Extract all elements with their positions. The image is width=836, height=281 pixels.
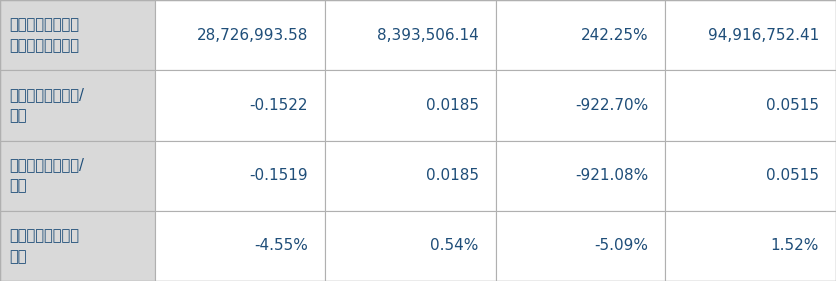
Text: 0.0515: 0.0515 (766, 168, 819, 183)
Text: 0.0515: 0.0515 (766, 98, 819, 113)
Text: 0.0185: 0.0185 (426, 168, 479, 183)
Bar (496, 70, 665, 140)
Bar (325, 70, 496, 140)
Bar (0, 0, 155, 70)
Text: 经营活动产生的现
金流量净额（元）: 经营活动产生的现 金流量净额（元） (9, 17, 79, 53)
Text: -922.70%: -922.70% (575, 98, 649, 113)
Text: 28,726,993.58: 28,726,993.58 (196, 28, 308, 43)
Bar (155, 70, 325, 140)
Text: 0.54%: 0.54% (431, 238, 479, 253)
Bar (496, 0, 665, 70)
Text: -5.09%: -5.09% (594, 238, 649, 253)
Bar (325, 211, 496, 281)
Bar (325, 140, 496, 211)
Bar (665, 140, 836, 211)
Bar (665, 70, 836, 140)
Text: 8,393,506.14: 8,393,506.14 (377, 28, 479, 43)
Text: -921.08%: -921.08% (575, 168, 649, 183)
Text: 0.0185: 0.0185 (426, 98, 479, 113)
Bar (496, 140, 665, 211)
Text: -4.55%: -4.55% (254, 238, 308, 253)
Text: 加权平均净资产收
益率: 加权平均净资产收 益率 (9, 228, 79, 264)
Text: 94,916,752.41: 94,916,752.41 (708, 28, 819, 43)
Bar (155, 211, 325, 281)
Bar (496, 211, 665, 281)
Text: -0.1522: -0.1522 (250, 98, 308, 113)
Bar (0, 211, 155, 281)
Bar (665, 0, 836, 70)
Text: 1.52%: 1.52% (771, 238, 819, 253)
Text: 稀释每股收益（元/
股）: 稀释每股收益（元/ 股） (9, 158, 84, 194)
Bar (665, 211, 836, 281)
Bar (325, 0, 496, 70)
Bar (0, 140, 155, 211)
Text: 基本每股收益（元/
股）: 基本每股收益（元/ 股） (9, 87, 84, 123)
Bar (155, 140, 325, 211)
Text: -0.1519: -0.1519 (249, 168, 308, 183)
Bar (0, 70, 155, 140)
Bar (155, 0, 325, 70)
Text: 242.25%: 242.25% (581, 28, 649, 43)
